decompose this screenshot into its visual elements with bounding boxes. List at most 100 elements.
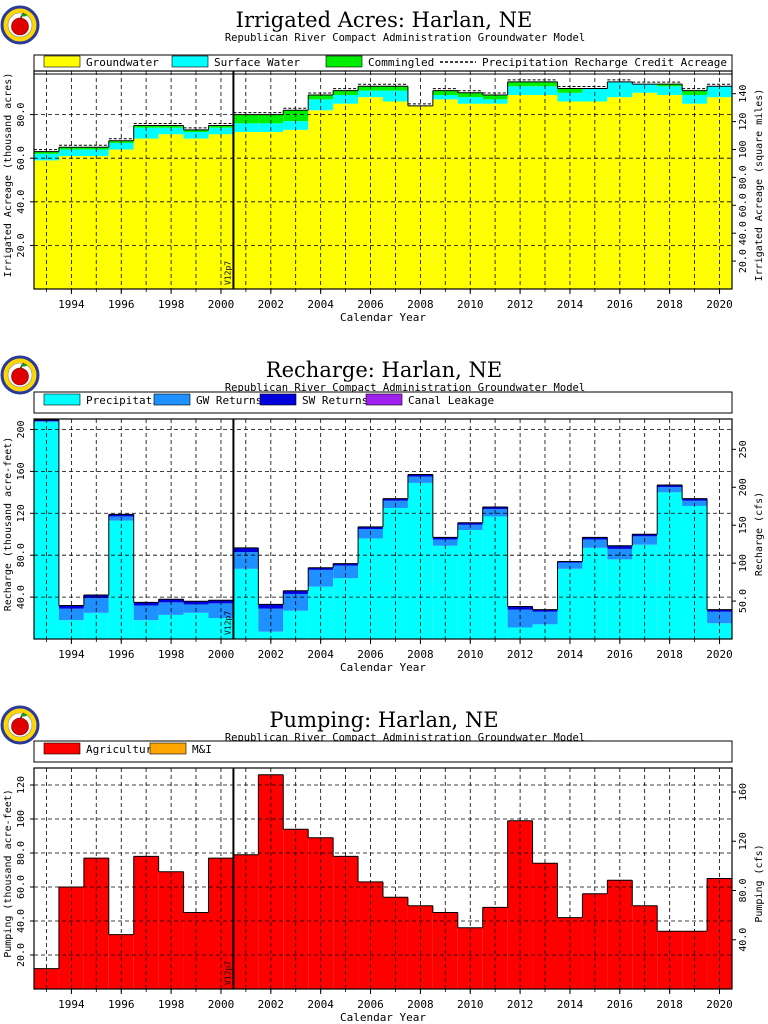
bar-segment <box>432 94 458 100</box>
x-tick-label: 2010 <box>457 998 484 1011</box>
legend-swatch <box>43 55 81 68</box>
legend-label: Groundwater <box>86 56 159 69</box>
x-tick-label: 2014 <box>557 298 584 311</box>
version-marker-label: V12p7 <box>223 261 232 285</box>
version-marker-label: V12p7 <box>223 611 232 635</box>
legend: Agricultural M&I <box>33 740 733 763</box>
bar-segment <box>58 608 84 621</box>
x-tick-label: 2020 <box>706 648 733 661</box>
x-tick-label: 2020 <box>706 298 733 311</box>
bar-segment <box>108 514 134 517</box>
bar-segment <box>607 81 633 98</box>
legend-label: Surface Water <box>214 56 300 69</box>
y2-tick-label: 80.0 <box>738 165 749 189</box>
bar-segment <box>133 125 159 128</box>
x-tick-label: 2004 <box>307 648 334 661</box>
x-tick-label: 2008 <box>407 648 434 661</box>
y-tick-label: 40.0 <box>16 585 27 609</box>
x-tick-label: 1994 <box>58 648 85 661</box>
bar-segment <box>308 99 334 111</box>
legend-swatch <box>153 393 191 406</box>
bar-segment <box>507 81 533 87</box>
bar-segment <box>308 569 334 587</box>
bar-segment <box>657 86 683 95</box>
x-tick-label: 2004 <box>307 998 334 1011</box>
x-tick-label: 2016 <box>607 648 634 661</box>
legend-frame <box>33 740 733 763</box>
grid <box>34 71 732 289</box>
legend: Precipitation GW Returns SW Returns Canal L… <box>33 391 733 414</box>
y2-tick-label: 60.0 <box>738 193 749 217</box>
bar-segment <box>532 86 558 95</box>
y2-tick-label: 160 <box>738 783 749 801</box>
legend-swatch <box>171 55 209 68</box>
x-tick-label: 2018 <box>656 298 683 311</box>
y-axis-label: Recharge (thousand acre-feet) <box>3 437 14 612</box>
x-tick-label: 1998 <box>158 648 185 661</box>
chart-title: Pumping: Harlan, NE <box>269 708 498 732</box>
y2-tick-label: 250 <box>738 440 749 458</box>
y2-tick-label: 80.0 <box>738 878 749 902</box>
legend-swatch <box>43 742 81 755</box>
bar-segment <box>333 563 359 566</box>
chart-title: Irrigated Acres: Harlan, NE <box>236 8 533 32</box>
bar-segment <box>482 94 508 100</box>
x-axis: 1994 1996 1998 2000 2002 2004 2006 2008 2010 2012… <box>46 639 733 674</box>
legend-swatch <box>149 742 187 755</box>
grid <box>34 419 732 639</box>
y2-tick-label: 200 <box>738 478 749 496</box>
y-tick-label: 80.0 <box>16 103 27 127</box>
bar-segment <box>383 101 408 290</box>
y2-axis-label: Pumping (cfs) <box>754 844 765 922</box>
bar-segment <box>707 86 732 98</box>
bar-segment <box>158 125 184 128</box>
y-tick-label: 120 <box>16 776 27 794</box>
bar-segment <box>158 599 184 603</box>
bar-segment <box>557 92 583 102</box>
x-tick-label: 2008 <box>407 298 434 311</box>
bar-segment <box>308 94 334 100</box>
x-tick-label: 2014 <box>557 998 584 1011</box>
legend-label: GW Returns <box>196 394 262 407</box>
x-tick-label: 2000 <box>208 998 235 1011</box>
bar-segment <box>482 507 508 510</box>
bar-segment <box>632 534 658 537</box>
apple-seal-icon <box>0 705 40 745</box>
bar-segment <box>283 121 309 130</box>
y2-tick-label: 20.0 <box>738 249 749 273</box>
bar-segment <box>108 142 134 150</box>
bar-segment <box>83 598 109 613</box>
y-tick-label: 100 <box>16 810 27 828</box>
bar-segment <box>582 539 608 548</box>
x-tick-label: 2018 <box>656 648 683 661</box>
y-tick-label: 160 <box>16 462 27 480</box>
apple-seal-icon <box>0 5 40 45</box>
x-axis-label: Calendar Year <box>340 311 426 324</box>
x-tick-label: 2002 <box>258 648 285 661</box>
x-tick-label: 1996 <box>108 648 135 661</box>
y-tick-label: 60.0 <box>16 146 27 170</box>
y2-tick-label: 100 <box>738 554 749 572</box>
legend-swatch <box>365 393 403 406</box>
bars <box>34 79 732 290</box>
x-tick-label: 2006 <box>357 998 384 1011</box>
y2-tick-label: 100 <box>738 140 749 158</box>
plot-frame <box>33 418 733 640</box>
chart-subtitle: Republican River Compact Administration … <box>225 382 585 394</box>
y-tick-label: 60.0 <box>16 875 27 899</box>
y-tick-label: 20.0 <box>16 943 27 967</box>
x-axis-label: Calendar Year <box>340 661 426 674</box>
x-tick-label: 2016 <box>607 298 634 311</box>
bar-segment <box>557 562 583 569</box>
bar-segment <box>233 114 259 124</box>
legend-label: Precipitation Recharge Credit Acreage <box>482 56 727 69</box>
bar-segment <box>657 492 683 639</box>
bar-segment <box>333 565 359 579</box>
bar-segment <box>582 101 608 290</box>
x-tick-label: 2006 <box>357 648 384 661</box>
